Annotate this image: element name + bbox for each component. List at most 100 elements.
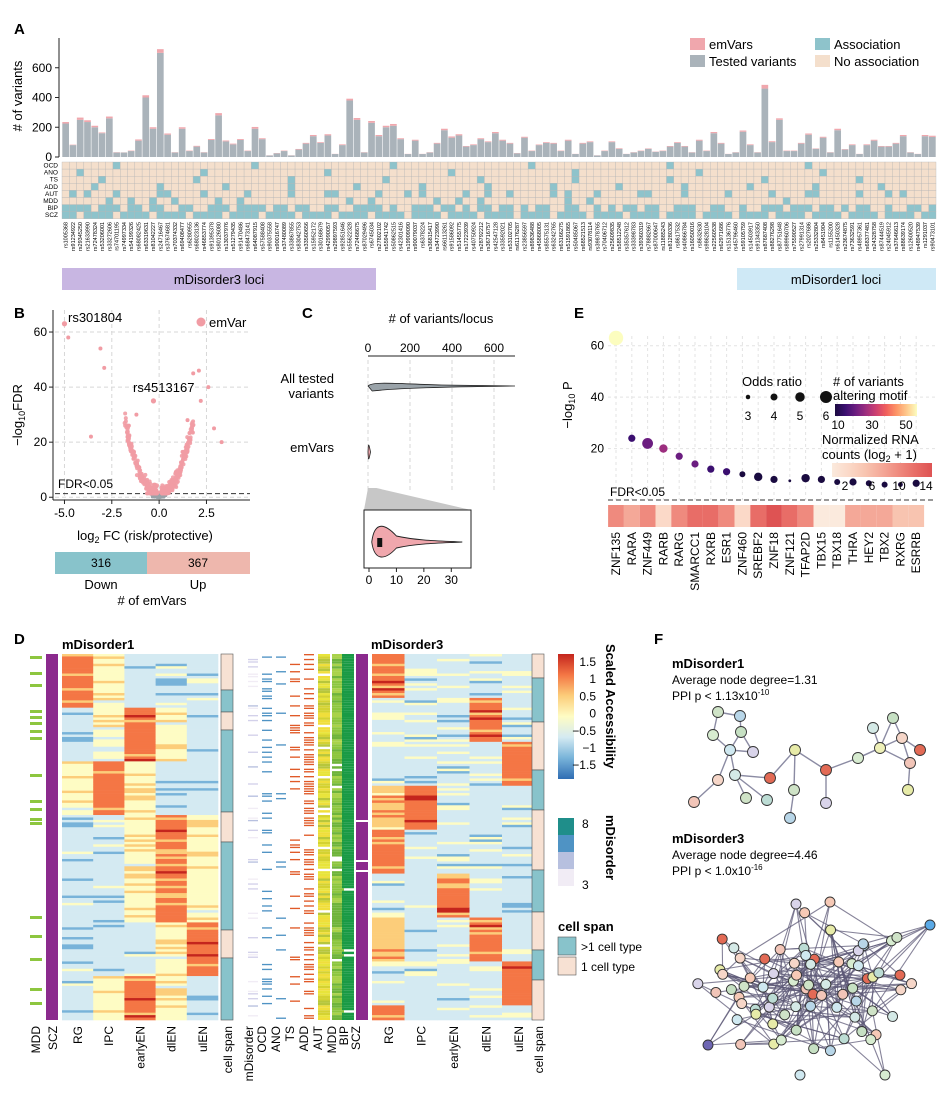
disorder-cell	[304, 941, 314, 944]
tested-bar	[164, 134, 171, 157]
heat-cell	[155, 780, 188, 784]
heat-cell	[93, 983, 125, 987]
heat-cell	[62, 712, 94, 716]
disorder-cell	[342, 941, 354, 945]
heat-cell	[469, 966, 503, 970]
disorder-cell	[290, 907, 300, 910]
heat-cell	[469, 668, 503, 672]
heat-cell	[62, 961, 94, 965]
disorder-cell	[332, 971, 344, 974]
heat-cell	[124, 851, 156, 855]
heat-cell	[502, 749, 535, 752]
heat-cell	[404, 829, 438, 833]
assoc-cell	[928, 197, 937, 205]
assoc-cell	[651, 176, 660, 184]
heat-cell	[437, 785, 470, 789]
motif-label: ESR1	[720, 532, 734, 564]
assoc-cell	[302, 176, 310, 184]
assoc-cell	[688, 204, 696, 212]
heat-cell	[372, 797, 405, 801]
disorder-cell	[342, 705, 354, 708]
heat-cell	[404, 919, 438, 923]
emvar-point	[150, 486, 155, 491]
assoc-cell	[120, 168, 128, 177]
heat-cell	[437, 895, 470, 899]
heat-cell	[186, 715, 219, 718]
assoc-cell	[294, 183, 303, 191]
assoc-cell	[797, 183, 806, 191]
disorder-cell	[332, 941, 344, 945]
assoc-cell	[316, 197, 325, 205]
disorder-cell	[290, 749, 300, 751]
disorder-cell	[304, 922, 314, 924]
heat-cell	[124, 941, 156, 945]
heat-cell	[372, 973, 405, 977]
tested-bar	[550, 143, 557, 157]
heat-cell	[372, 671, 405, 674]
heat-cell	[62, 710, 94, 713]
assoc-cell	[447, 161, 456, 170]
assoc-cell	[258, 197, 267, 205]
assoc-cell	[826, 197, 835, 205]
heat-cell	[155, 802, 188, 806]
disorder-cell	[342, 819, 354, 823]
disorder-cell	[318, 907, 330, 911]
heat-cell	[437, 837, 470, 840]
heat-cell	[186, 673, 219, 677]
emvar-point	[140, 478, 145, 483]
disorder-cell	[342, 810, 354, 813]
disorder-cell	[318, 695, 330, 698]
heat-cell	[124, 841, 156, 845]
disorder-cell	[342, 907, 354, 911]
assoc-cell	[673, 183, 682, 191]
heat-cell	[186, 922, 219, 926]
disorder-cell	[318, 919, 330, 923]
disorder-cell	[318, 744, 330, 747]
assoc-cell	[899, 176, 908, 184]
tested-bar	[207, 139, 215, 157]
assoc-cell	[564, 211, 573, 219]
heat-cell	[502, 763, 535, 767]
heat-cell	[62, 863, 94, 867]
heat-cell	[469, 919, 503, 923]
disorder-cell	[262, 817, 272, 819]
heatmap-column-label: earlyEN	[447, 1026, 461, 1069]
disorder-cell	[332, 954, 344, 957]
disorder-cell	[262, 771, 272, 773]
odds-legend-label: 6	[823, 409, 830, 423]
heat-cell	[404, 932, 438, 935]
heat-cell	[404, 729, 438, 733]
heat-cell	[62, 695, 94, 699]
rna-cell	[718, 505, 735, 527]
disorder-cell	[342, 1005, 354, 1008]
heat-cell	[502, 658, 535, 662]
scz-column-left	[46, 654, 58, 1020]
disorder-cell	[290, 788, 300, 790]
heat-cell	[404, 939, 438, 943]
disorder-cell	[332, 907, 344, 911]
assoc-cell	[506, 197, 514, 205]
heat-cell	[155, 978, 188, 982]
assoc-cell	[440, 211, 449, 219]
assoc-cell	[768, 197, 776, 205]
assoc-cell	[324, 211, 332, 219]
heat-cell	[93, 810, 125, 813]
tested-bar	[608, 142, 616, 157]
disorder-cell	[342, 815, 354, 818]
assoc-cell	[294, 168, 303, 177]
assoc-cell	[593, 176, 602, 184]
tested-bar	[229, 144, 237, 157]
heat-cell	[93, 807, 125, 811]
heat-cell	[372, 739, 405, 743]
emvar-point	[126, 423, 131, 428]
heat-cell	[502, 944, 535, 948]
heat-cell	[155, 980, 188, 984]
heat-cell	[469, 807, 503, 811]
assoc-cell	[731, 204, 740, 212]
motif-point	[881, 481, 888, 488]
assoc-cell	[862, 161, 871, 170]
assoc-cell	[455, 190, 463, 198]
heat-cell	[124, 837, 156, 840]
heat-cell	[404, 885, 438, 889]
assoc-cell	[549, 161, 558, 170]
